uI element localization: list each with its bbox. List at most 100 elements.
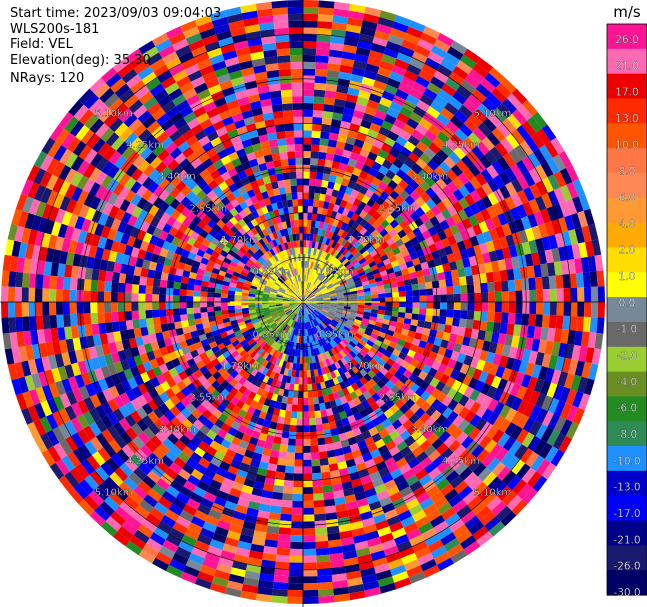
velocity-gate [198,152,210,164]
velocity-gate [466,284,475,294]
velocity-gate [232,405,242,415]
velocity-gate [315,347,320,355]
velocity-gate [497,485,513,501]
velocity-gate [297,302,303,306]
velocity-gate [206,462,219,474]
velocity-gate [230,278,238,285]
velocity-gate [148,204,160,217]
velocity-gate [291,293,298,298]
velocity-gate [463,118,478,133]
velocity-gate [327,63,341,72]
velocity-gate [139,318,148,328]
velocity-gate [402,123,416,136]
velocity-gate [320,275,326,282]
velocity-gate [332,204,340,213]
velocity-gate [27,164,40,182]
velocity-gate [275,253,282,261]
velocity-gate [367,56,382,67]
velocity-gate [300,350,303,357]
velocity-gate [145,77,161,91]
velocity-gate [310,261,314,269]
velocity-gate [424,533,441,547]
velocity-gate [430,76,446,89]
velocity-gate [238,227,247,236]
velocity-gate [268,363,276,371]
velocity-gate [305,315,308,323]
velocity-gate [422,327,431,336]
velocity-gate [447,46,464,61]
velocity-gate [344,363,352,372]
velocity-gate [303,295,307,302]
velocity-gate [306,363,311,371]
velocity-gate [337,205,345,215]
velocity-gate [234,373,243,382]
velocity-gate [303,466,312,474]
velocity-gate [335,336,342,343]
velocity-gate [222,280,231,287]
velocity-gate [475,172,488,187]
velocity-gate [336,191,345,200]
velocity-gate [317,249,323,258]
velocity-gate [285,309,292,315]
velocity-gate [171,236,181,247]
velocity-gate [321,208,328,216]
velocity-gate [46,397,59,414]
velocity-gate [350,271,358,278]
velocity-gate [41,137,56,155]
velocity-gate [516,159,529,175]
velocity-gate [186,135,199,147]
velocity-gate [202,158,214,169]
velocity-gate [316,305,323,309]
velocity-gate [511,411,524,426]
velocity-gate [203,419,215,430]
velocity-gate [343,240,351,249]
velocity-gate [212,185,223,196]
velocity-gate [278,329,285,337]
velocity-gate [131,386,143,399]
velocity-gate [440,447,454,461]
velocity-gate [550,137,565,155]
velocity-gate [233,343,242,351]
velocity-gate [423,503,438,516]
velocity-gate [147,181,159,194]
velocity-gate [44,369,55,385]
velocity-gate [318,396,325,404]
velocity-gate [477,486,493,501]
velocity-gate [109,471,124,487]
velocity-gate [173,314,181,323]
velocity-gate [309,299,317,302]
velocity-gate [476,141,490,156]
velocity-gate [111,321,120,333]
velocity-gate [392,348,401,357]
velocity-gate [133,266,142,277]
velocity-gate [198,457,211,469]
velocity-gate [430,545,448,559]
velocity-gate [355,282,363,288]
velocity-gate [285,271,291,279]
velocity-gate [415,346,425,355]
velocity-gate [282,298,290,301]
velocity-gate [504,167,517,182]
velocity-gate [233,553,249,564]
velocity-gate [246,324,255,330]
velocity-gate [229,316,237,322]
velocity-gate [386,345,395,354]
velocity-gate [375,317,384,324]
velocity-gate [148,422,161,436]
velocity-gate [154,208,165,220]
velocity-gate [225,354,234,363]
velocity-gate [492,107,507,123]
velocity-gate [303,493,314,501]
velocity-gate [341,338,349,346]
velocity-gate [553,171,567,188]
velocity-gate [108,250,118,262]
velocity-gate [501,367,512,381]
velocity-gate [269,371,276,379]
velocity-gate [400,249,410,258]
velocity-gate [445,216,456,228]
velocity-gate [18,346,28,362]
velocity-gate [250,180,259,190]
velocity-gate [309,295,316,300]
velocity-gate [314,326,319,334]
velocity-gate [394,194,405,205]
